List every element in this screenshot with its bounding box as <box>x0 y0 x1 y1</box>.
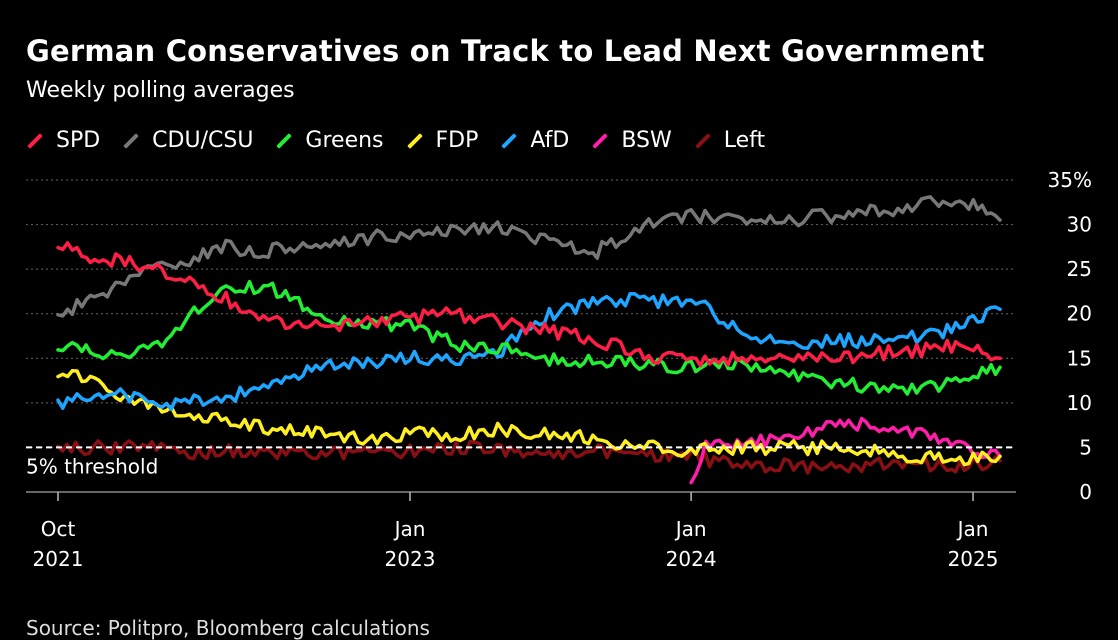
x-tick-year: 2021 <box>33 547 84 571</box>
series-line-spd <box>56 241 1002 368</box>
threshold-label: 5% threshold <box>26 454 158 478</box>
legend-label-fdp: FDP <box>435 128 479 153</box>
threshold-annotation: 5% threshold <box>26 446 1016 478</box>
x-tick-label: Jan <box>393 517 426 541</box>
y-tick-label: 15 <box>1067 346 1092 370</box>
gridlines <box>26 179 1016 493</box>
source-note: Source: Politpro, Bloomberg calculations <box>26 616 430 640</box>
chart-title: German Conservatives on Track to Lead Ne… <box>26 34 985 68</box>
x-tick-year: 2025 <box>948 547 999 571</box>
legend-item-greens[interactable]: Greens <box>275 128 384 153</box>
legend-label-greens: Greens <box>305 128 384 153</box>
legend-label-left: Left <box>723 128 766 153</box>
x-tick-year: 2023 <box>385 547 436 571</box>
x-tick-label: Oct <box>41 517 76 541</box>
legend-item-bsw[interactable]: BSW <box>591 128 672 153</box>
chart-legend: SPD CDU/CSU Greens FDP AfD BSW Left <box>26 128 787 153</box>
series-line-afd <box>56 291 1002 412</box>
legend-item-left[interactable]: Left <box>694 128 765 153</box>
legend-label-bsw: BSW <box>621 128 672 153</box>
series-line-cdu-csu <box>56 195 1002 318</box>
y-tick-label: 5 <box>1079 435 1092 459</box>
x-tick-year: 2024 <box>666 547 717 571</box>
y-tick-label: 30 <box>1067 213 1092 237</box>
legend-item-afd[interactable]: AfD <box>500 128 569 153</box>
legend-item-fdp[interactable]: FDP <box>406 128 479 153</box>
series-line-greens <box>56 279 1002 396</box>
y-tick-label: 35% <box>1048 168 1092 192</box>
series-line-left <box>56 439 1002 475</box>
y-tick-label: 20 <box>1067 302 1092 326</box>
series-lines <box>56 195 1002 485</box>
legend-label-spd: SPD <box>56 128 101 153</box>
y-tick-label: 25 <box>1067 257 1092 281</box>
y-axis-tick-labels: 0 5 10 15 20 25 30 35% <box>1048 168 1092 504</box>
y-tick-label: 0 <box>1079 480 1092 504</box>
x-axis: Oct 2021 Jan 2023 Jan 2024 Jan 2025 <box>33 492 999 571</box>
x-tick-label: Jan <box>956 517 989 541</box>
legend-label-afd: AfD <box>530 128 570 153</box>
series-line-fdp <box>56 369 1002 467</box>
legend-item-cdu-csu[interactable]: CDU/CSU <box>122 128 253 153</box>
y-tick-label: 10 <box>1067 391 1092 415</box>
chart-subtitle: Weekly polling averages <box>26 78 295 103</box>
legend-label-cdu-csu: CDU/CSU <box>152 128 254 153</box>
series-line-bsw <box>689 416 1002 485</box>
x-tick-label: Jan <box>674 517 707 541</box>
legend-item-spd[interactable]: SPD <box>26 128 100 153</box>
